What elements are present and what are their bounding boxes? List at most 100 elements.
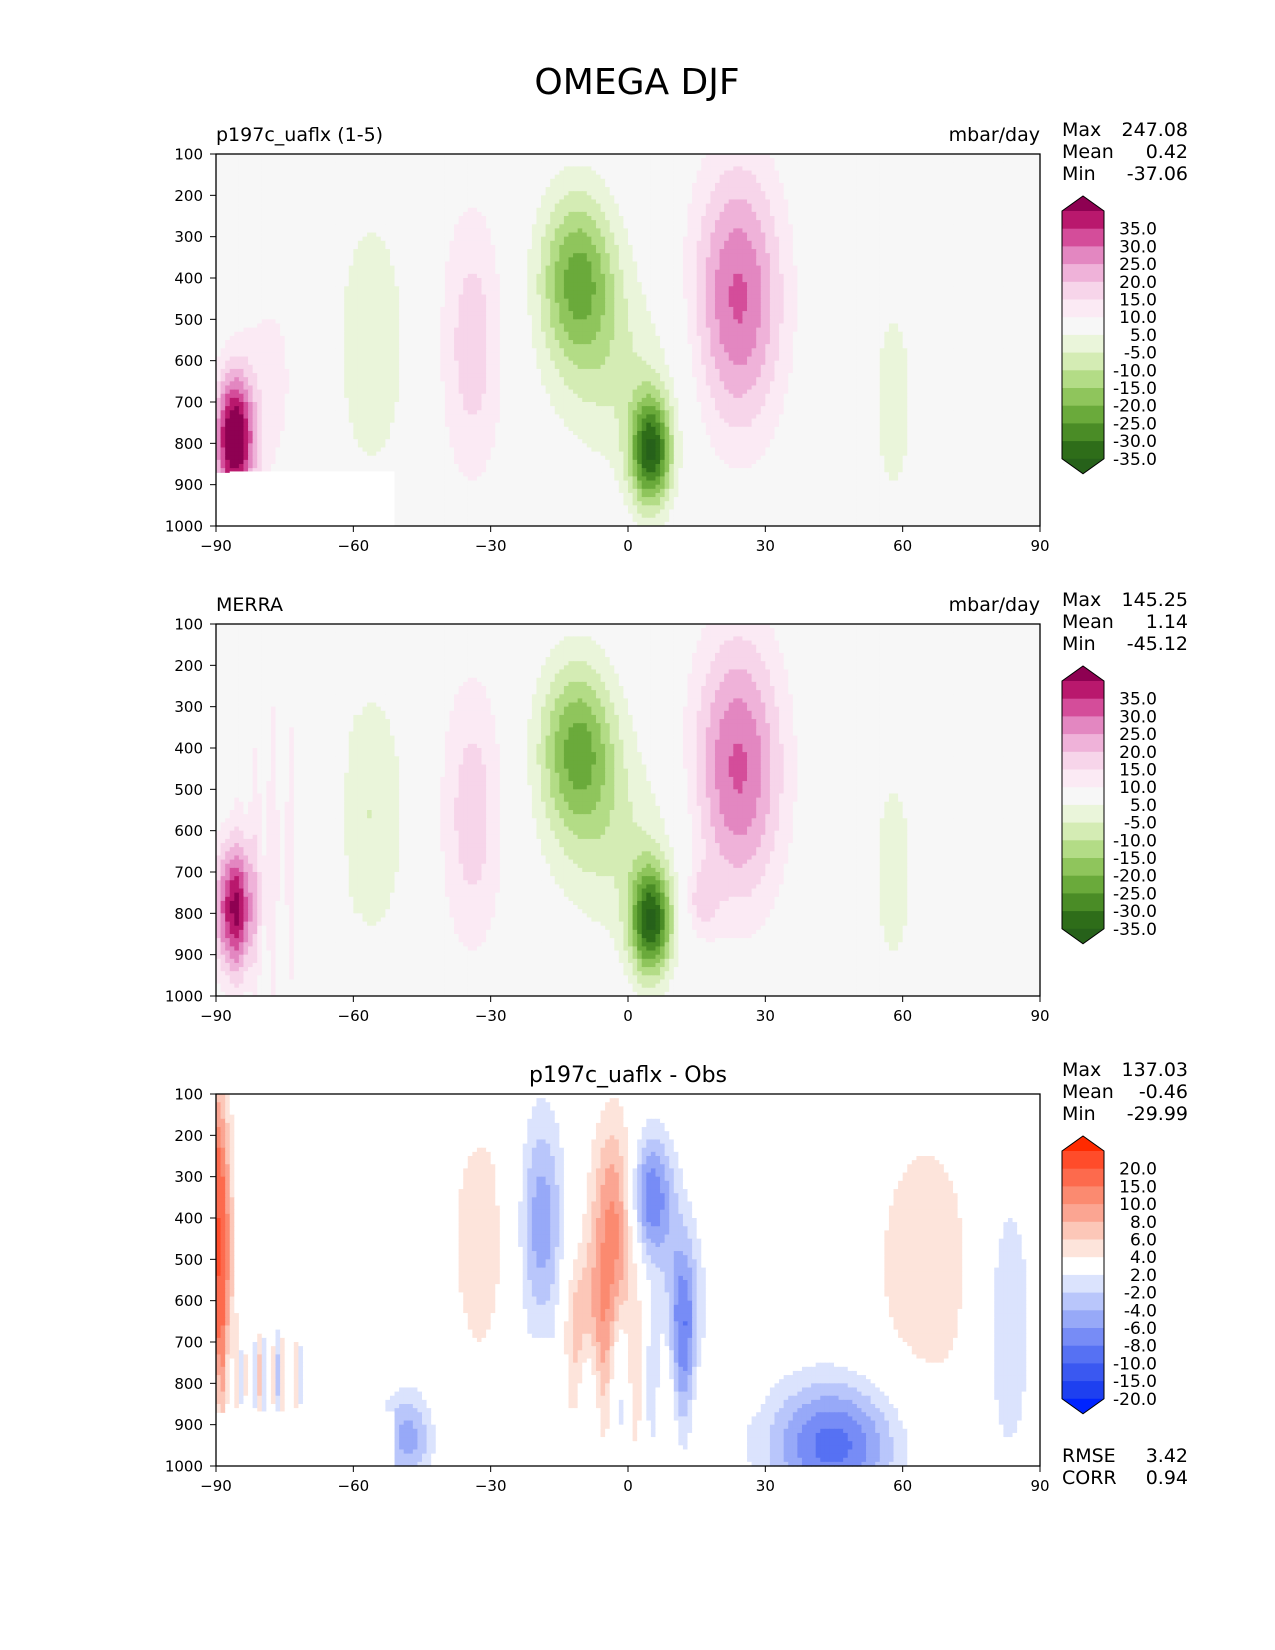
contour-cell	[500, 154, 505, 159]
contour-cell	[276, 162, 281, 167]
contour-cell	[440, 162, 445, 167]
contour-cell	[953, 166, 958, 171]
contour-cell	[262, 154, 267, 159]
contour-cell	[317, 171, 322, 176]
contour-cell	[298, 154, 303, 159]
contour-cell	[692, 162, 697, 167]
contour-cell	[230, 175, 235, 180]
contour-cell	[550, 166, 555, 171]
contour-cell	[266, 158, 271, 163]
contour-cell	[605, 158, 610, 163]
contour-cell	[527, 166, 532, 171]
contour-cell	[683, 166, 688, 171]
contour-cell	[239, 154, 244, 159]
contour-cell	[285, 171, 290, 176]
contour-cell	[880, 158, 885, 163]
contour-cell	[225, 158, 230, 163]
contour-cell	[482, 171, 487, 176]
contour-cell	[958, 158, 963, 163]
contour-cell	[939, 158, 944, 163]
contour-cell	[472, 162, 477, 167]
contour-cell	[427, 171, 432, 176]
contour-cell	[1008, 166, 1013, 171]
contour-cell	[509, 166, 514, 171]
contour-cell	[774, 162, 779, 167]
contour-cell	[248, 158, 253, 163]
contour-cell	[971, 166, 976, 171]
contour-cell	[651, 162, 656, 167]
contour-cell	[619, 171, 624, 176]
contour-cell	[907, 158, 912, 163]
contour-cell	[381, 158, 386, 163]
contour-cell	[834, 154, 839, 159]
contour-cell	[1003, 162, 1008, 167]
contour-cell	[802, 166, 807, 171]
contour-cell	[504, 171, 509, 176]
contour-cell	[234, 171, 239, 176]
contour-cell	[578, 154, 583, 159]
contour-cell	[344, 166, 349, 171]
contour-cell	[1013, 154, 1018, 159]
contour-cell	[967, 154, 972, 159]
contour-cell	[926, 171, 931, 176]
contour-cell	[761, 158, 766, 163]
contour-cell	[390, 162, 395, 167]
contour-cell	[541, 171, 546, 176]
contour-cell	[985, 166, 990, 171]
contour-cell	[756, 171, 761, 176]
contour-cell	[308, 166, 313, 171]
contour-cell	[807, 162, 812, 167]
contour-cell	[816, 166, 821, 171]
contour-cell	[417, 166, 422, 171]
contour-cell	[555, 158, 560, 163]
contour-cell	[266, 162, 271, 167]
contour-cell	[628, 154, 633, 159]
contour-cell	[289, 171, 294, 176]
contour-cell	[523, 154, 528, 159]
contour-cell	[340, 162, 345, 167]
contour-cell	[660, 162, 665, 167]
contour-cell	[262, 166, 267, 171]
contour-cell	[994, 171, 999, 176]
contour-cell	[848, 162, 853, 167]
contour-cell	[385, 158, 390, 163]
contour-cell	[715, 162, 720, 167]
contour-cell	[280, 154, 285, 159]
contour-cell	[312, 171, 317, 176]
contour-cell	[504, 154, 509, 159]
contour-cell	[788, 171, 793, 176]
contour-cell	[559, 154, 564, 159]
contour-cell	[770, 162, 775, 167]
contour-cell	[427, 162, 432, 167]
contour-cell	[1031, 171, 1036, 176]
contour-cell	[935, 162, 940, 167]
contour-cell	[880, 162, 885, 167]
contour-cell	[605, 171, 610, 176]
contour-cell	[353, 154, 358, 159]
contour-cell	[330, 154, 335, 159]
contour-cell	[555, 166, 560, 171]
contour-cell	[276, 171, 281, 176]
contour-cell	[921, 171, 926, 176]
contour-cell	[976, 162, 981, 167]
contour-cell	[706, 166, 711, 171]
contour-cell	[486, 158, 491, 163]
contour-cell	[793, 166, 798, 171]
contour-cell	[573, 158, 578, 163]
contour-cell	[367, 166, 372, 171]
contour-cell	[939, 154, 944, 159]
contour-cell	[774, 166, 779, 171]
contour-cell	[340, 171, 345, 176]
contour-cell	[788, 162, 793, 167]
contour-cell	[788, 158, 793, 163]
contour-cell	[944, 171, 949, 176]
contour-cell	[591, 154, 596, 159]
contour-cell	[271, 166, 276, 171]
contour-cell	[312, 158, 317, 163]
contour-cell	[930, 154, 935, 159]
contour-cell	[651, 154, 656, 159]
contour-cell	[546, 162, 551, 167]
contour-cell	[239, 158, 244, 163]
contour-cell	[495, 162, 500, 167]
contour-cell	[683, 154, 688, 159]
